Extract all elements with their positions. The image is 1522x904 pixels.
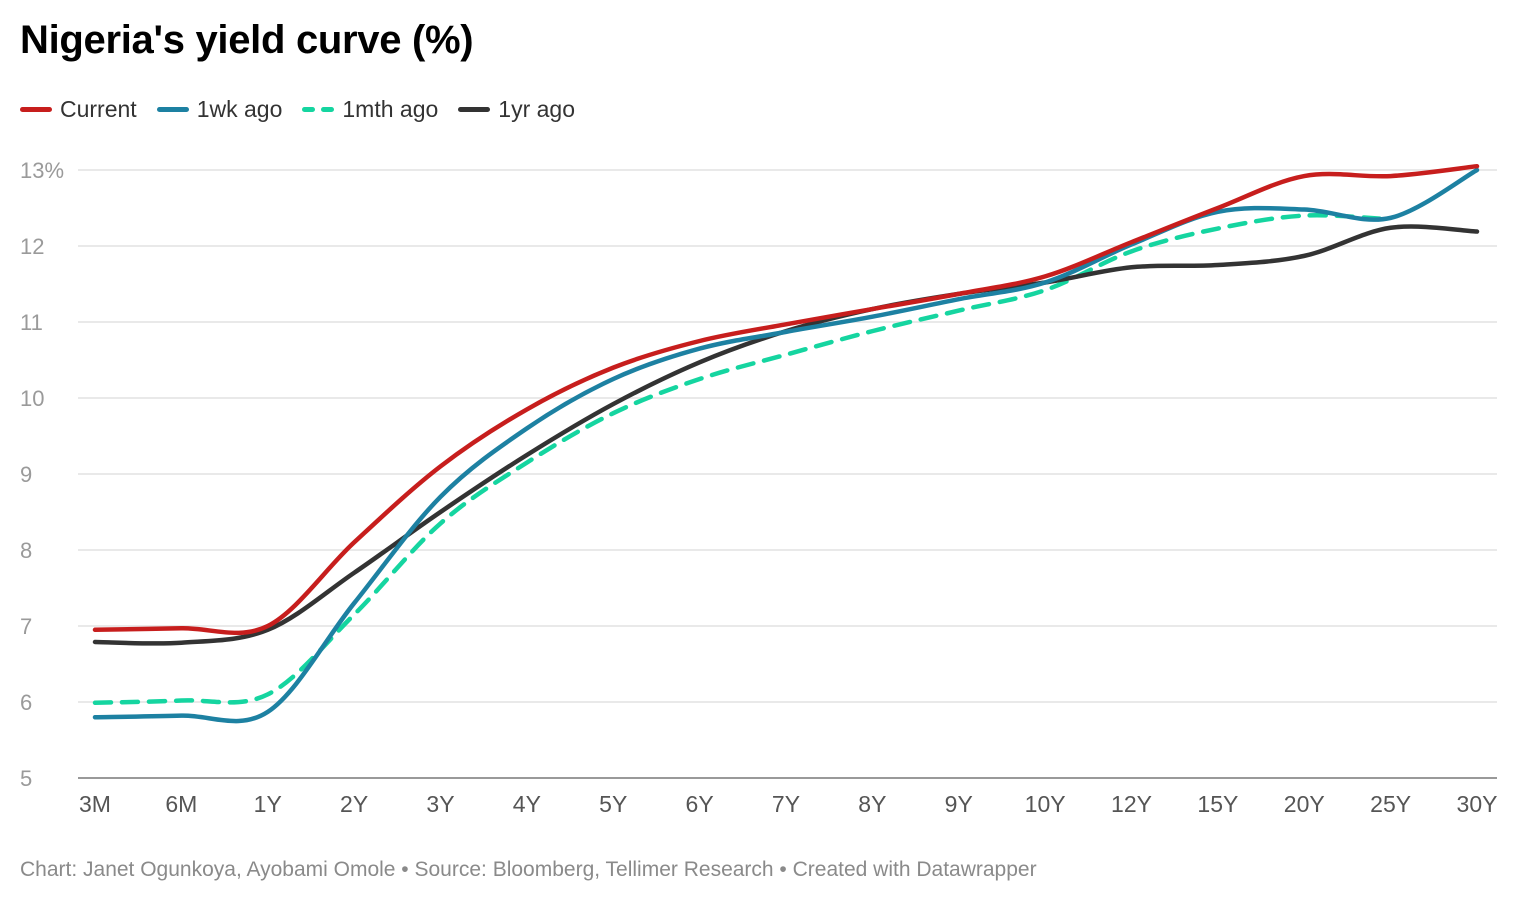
x-tick-label: 15Y xyxy=(1197,791,1238,817)
x-tick-label: 1Y xyxy=(254,791,282,817)
series-line-1mth-ago xyxy=(92,213,1393,706)
legend-item: 1yr ago xyxy=(458,96,575,123)
legend-swatch xyxy=(458,107,491,112)
legend-swatch xyxy=(156,107,189,112)
legend: Current 1wk ago 1mth ago 1yr ago xyxy=(20,96,595,123)
x-tick-label: 9Y xyxy=(945,791,973,817)
x-tick-label: 3Y xyxy=(426,791,454,817)
legend-label: 1mth ago xyxy=(342,96,439,122)
x-tick-label: 8Y xyxy=(858,791,886,817)
y-tick-label: 13% xyxy=(20,158,64,183)
x-tick-label: 5Y xyxy=(599,791,627,817)
x-tick-label: 3M xyxy=(79,791,111,817)
y-tick-label: 8 xyxy=(20,538,32,563)
legend-label: Current xyxy=(60,96,137,122)
series-line-1wk-ago xyxy=(92,167,1480,724)
series-line-1yr-ago xyxy=(92,224,1480,646)
legend-item: 1mth ago xyxy=(302,96,438,123)
legend-item: 1wk ago xyxy=(156,96,283,123)
x-tick-label: 10Y xyxy=(1025,791,1066,817)
legend-label: 1wk ago xyxy=(196,96,283,122)
y-tick-label: 9 xyxy=(20,462,32,487)
y-tick-label: 5 xyxy=(20,766,32,791)
x-tick-label: 4Y xyxy=(513,791,541,817)
legend-label: 1yr ago xyxy=(498,96,575,122)
y-tick-label: 6 xyxy=(20,690,32,715)
x-tick-label: 12Y xyxy=(1111,791,1152,817)
chart-title: Nigeria's yield curve (%) xyxy=(20,18,474,62)
y-tick-label: 7 xyxy=(20,614,32,639)
y-tick-label: 11 xyxy=(20,310,43,335)
x-tick-label: 30Y xyxy=(1457,791,1498,817)
legend-swatch xyxy=(302,107,335,112)
series-line-current xyxy=(92,163,1480,636)
x-tick-label: 25Y xyxy=(1370,791,1411,817)
x-tick-label: 6M xyxy=(165,791,197,817)
legend-swatch xyxy=(20,107,52,112)
y-tick-label: 12 xyxy=(20,234,44,259)
legend-item: Current xyxy=(20,96,137,123)
x-tick-label: 20Y xyxy=(1284,791,1325,817)
x-tick-label: 7Y xyxy=(772,791,800,817)
chart-footer: Chart: Janet Ogunkoya, Ayobami Omole • S… xyxy=(20,858,1037,881)
x-tick-label: 6Y xyxy=(686,791,714,817)
y-tick-label: 10 xyxy=(20,386,44,411)
x-tick-label: 2Y xyxy=(340,791,368,817)
